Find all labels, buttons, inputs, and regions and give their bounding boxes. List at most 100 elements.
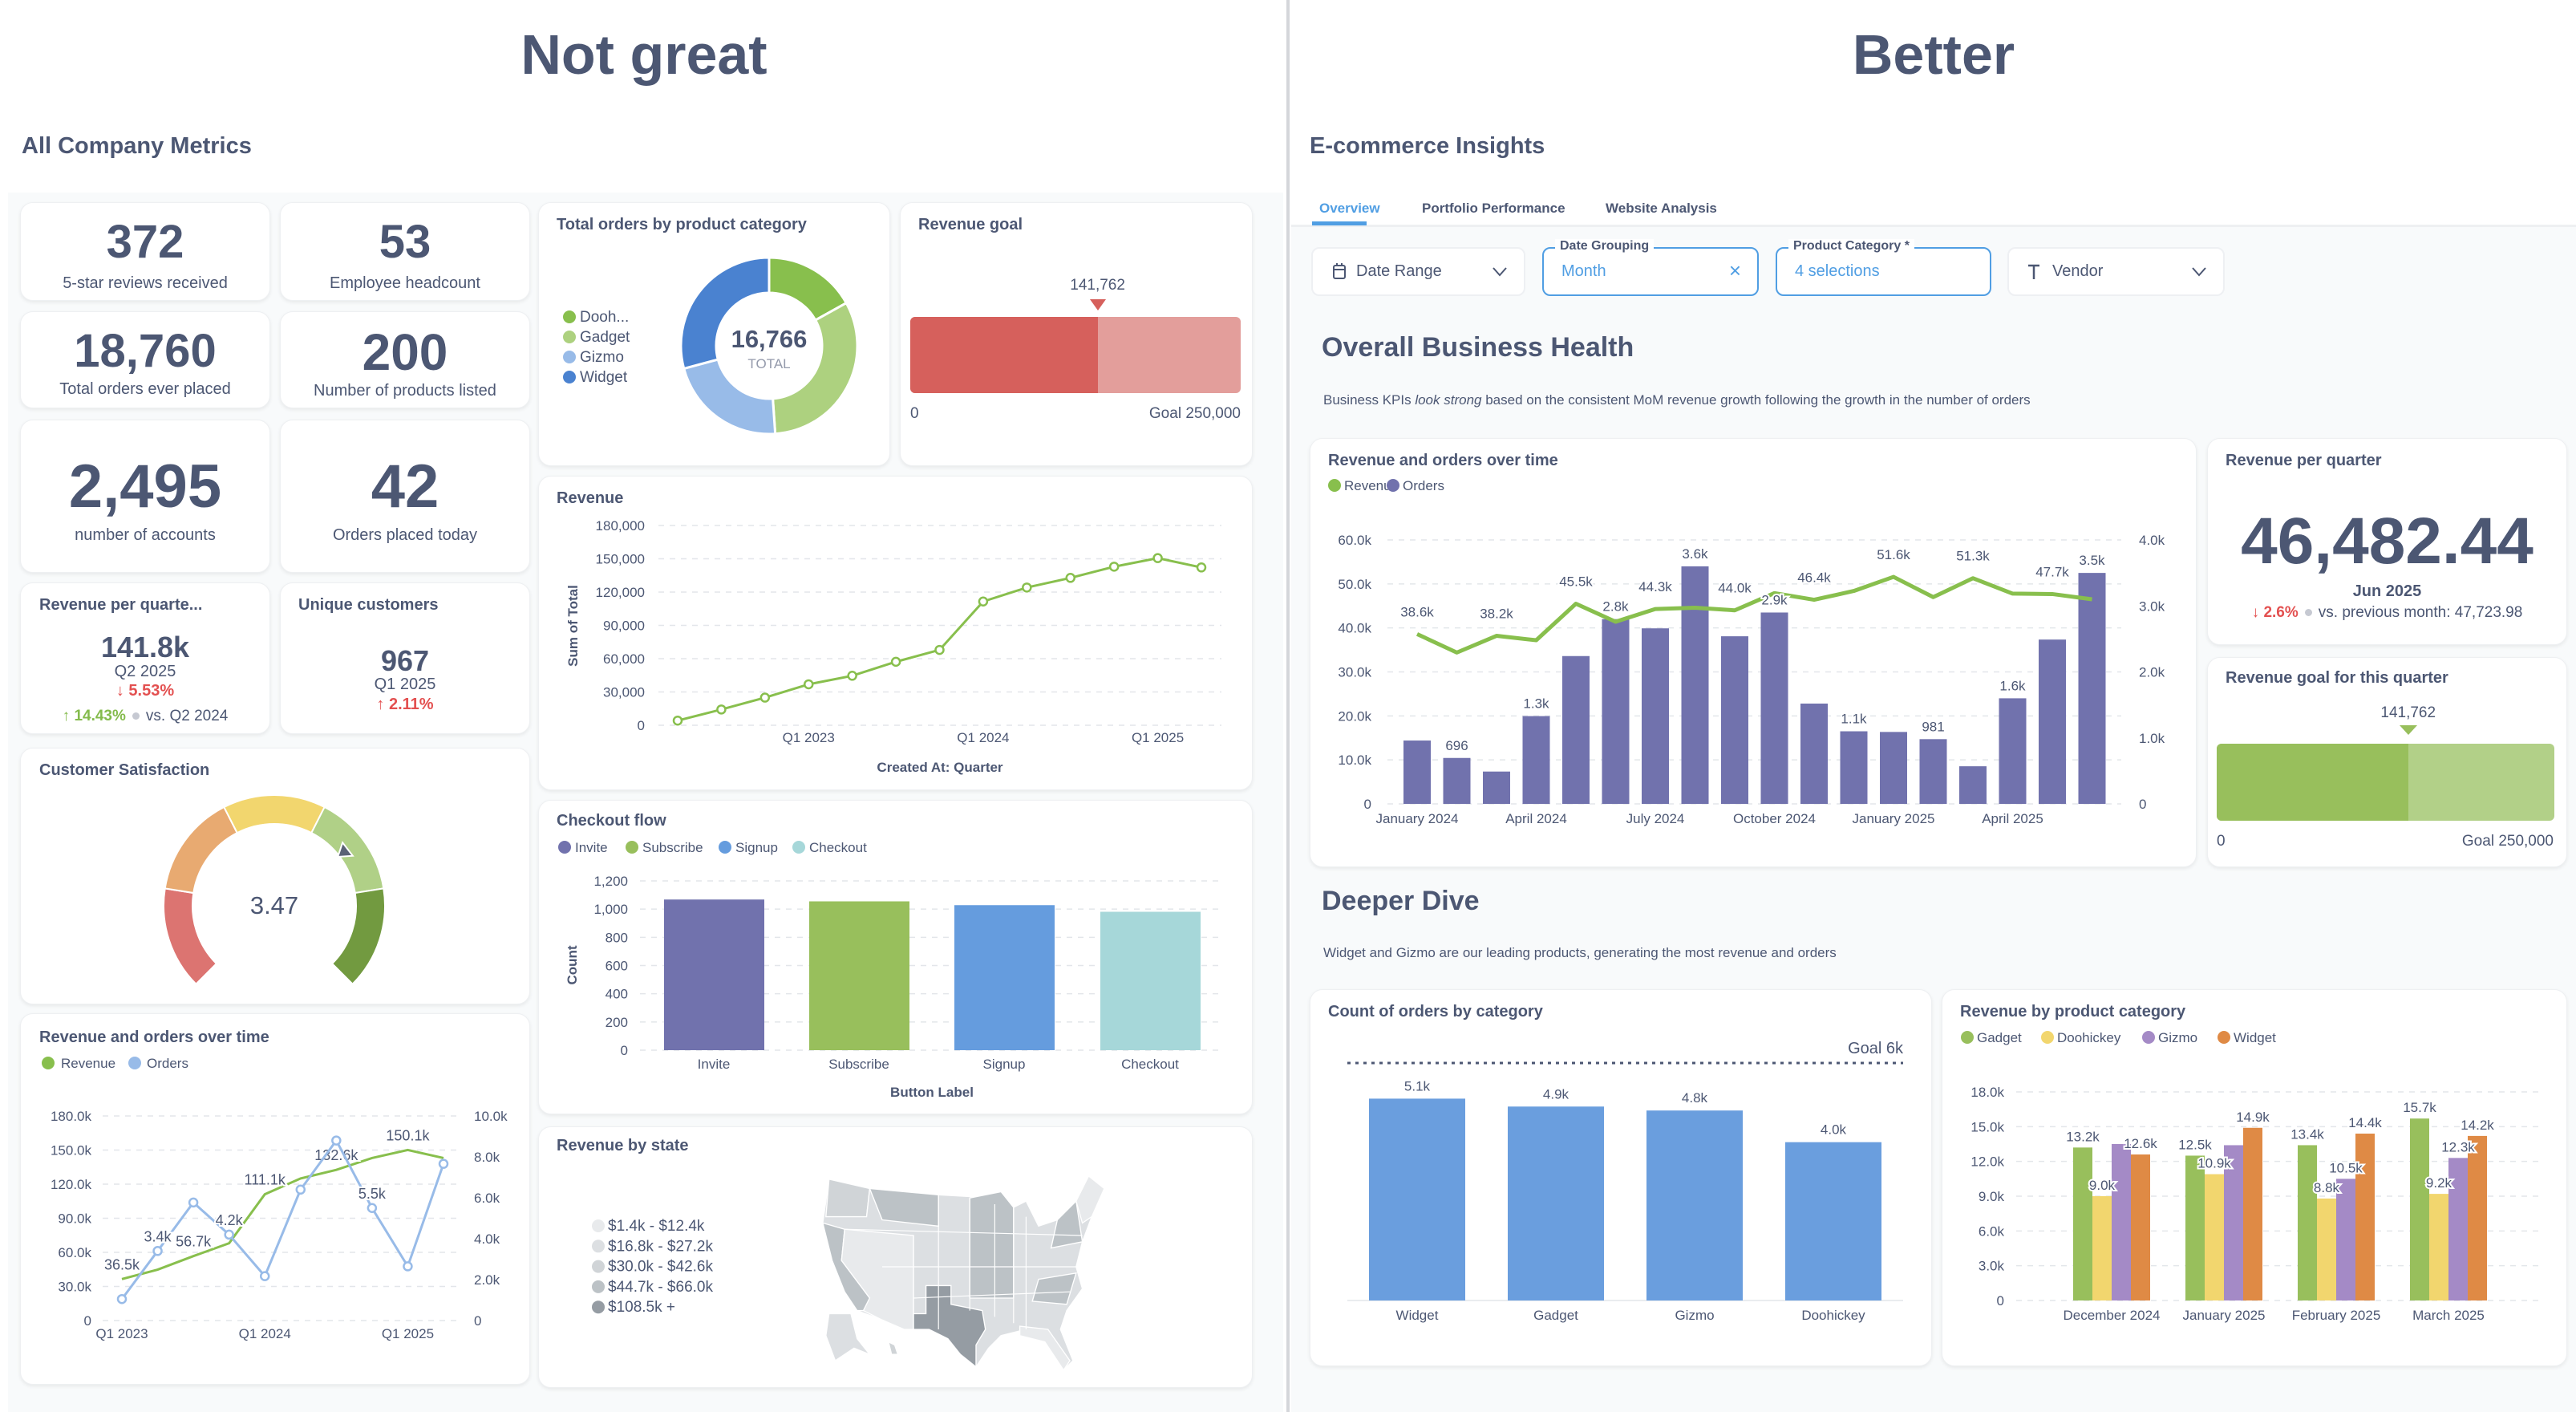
metric-value: 141.8k <box>100 631 190 663</box>
arrow-down-icon: ↓ <box>115 682 129 700</box>
card-title: Revenue goal for this quarter <box>2226 669 2448 687</box>
goal-progress-fill <box>910 317 1098 393</box>
unique-customers-card[interactable]: Unique customers 967 Q1 2025 ↑ 2.11% <box>280 582 530 734</box>
kpi-card-reviews[interactable]: 372 5-star reviews received <box>20 202 270 301</box>
arrow-down-icon: ↓ <box>2251 604 2264 621</box>
date-grouping-filter[interactable]: Date Grouping Month × <box>1542 239 1759 296</box>
kpi-label: Total orders ever placed <box>59 380 231 398</box>
goal-min-label: 0 <box>910 405 919 422</box>
kpi-card-headcount[interactable]: 53 Employee headcount <box>280 202 530 301</box>
goal-value-label: 141,762 <box>1070 277 1125 294</box>
kpi-label: 5-star reviews received <box>63 274 228 292</box>
card-title: Revenue per quarte... <box>39 596 203 614</box>
kpi-card-accounts[interactable]: 2,495 number of accounts <box>20 420 270 573</box>
arrow-up-icon: ↑ <box>62 708 75 724</box>
count-orders-card[interactable]: Count of orders by category <box>1310 989 1932 1366</box>
metric-period: Q2 2025 <box>114 663 176 680</box>
clear-icon[interactable]: × <box>1728 258 1741 282</box>
section-title-business-health: Overall Business Health <box>1322 332 1634 363</box>
comparison-label: vs. Q2 2024 <box>145 708 229 724</box>
kpi-value: 372 <box>106 216 184 268</box>
right-revenue-goal-card[interactable]: Revenue goal for this quarter 141,762 0 … <box>2207 657 2567 867</box>
chevron-down-icon <box>2192 267 2206 277</box>
comparison-label: vs. previous month: 47,723.98 <box>2318 604 2523 621</box>
goal-progress-bar <box>2217 744 2554 821</box>
kpi-card-total-orders[interactable]: 18,760 Total orders ever placed <box>20 311 270 408</box>
goal-min-label: 0 <box>2217 833 2226 850</box>
revenue-by-category-card[interactable]: Revenue by product category <box>1942 989 2567 1366</box>
tab-bar-border <box>1291 225 2576 227</box>
card-title: Checkout flow <box>557 812 666 830</box>
kpi-value: 2,495 <box>68 452 222 521</box>
filter-value: 4 selections <box>1795 262 1880 280</box>
card-title: Revenue by state <box>557 1137 689 1154</box>
vendor-filter[interactable]: Vendor <box>2007 247 2225 296</box>
filter-label: Product Category * <box>1788 239 1914 254</box>
section-description: Widget and Gizmo are our leading product… <box>1323 945 1837 960</box>
filter-label: Date Grouping <box>1555 239 1655 254</box>
card-title: Count of orders by category <box>1328 1003 1543 1020</box>
kpi-label: number of accounts <box>75 526 216 544</box>
card-title: Revenue and orders over time <box>1328 452 1558 469</box>
section-description: Business KPIs look strong based on the c… <box>1323 392 2031 408</box>
tab-website-analysis[interactable]: Website Analysis <box>1606 201 1717 216</box>
section-title-deeper-dive: Deeper Dive <box>1322 886 1480 916</box>
tab-overview[interactable]: Overview <box>1319 201 1380 216</box>
kpi-value: 42 <box>371 452 439 521</box>
orders-by-category-card[interactable]: Total orders by product category <box>538 202 890 466</box>
calendar-icon <box>1333 263 1346 279</box>
metric-comparison: ↑ 14.43% vs. Q2 2024 <box>21 708 269 724</box>
goal-progress-bar <box>910 317 1241 393</box>
kpi-value: 200 <box>362 323 448 381</box>
divider <box>1286 0 1290 1412</box>
kpi-value: 53 <box>379 216 431 268</box>
checkout-flow-card[interactable]: Checkout flow <box>538 800 1253 1114</box>
revenue-per-quarter-card[interactable]: Revenue per quarte... 141.8k Q2 2025 ↓ 5… <box>20 582 270 734</box>
desc-text: based on the consistent MoM revenue grow… <box>1481 392 2031 408</box>
separator-dot <box>132 712 140 720</box>
card-title: Revenue per quarter <box>2226 452 2382 469</box>
revenue-goal-card[interactable]: Revenue goal 141,762 0 Goal 250,000 <box>900 202 1253 466</box>
right-heading: Better <box>1852 23 2015 86</box>
metric-change: ↓ 5.53% <box>21 683 269 699</box>
date-range-filter[interactable]: Date Range <box>1311 247 1525 296</box>
right-revenue-orders-card[interactable]: Revenue and orders over time <box>1310 438 2197 867</box>
filter-value: Month <box>1561 262 1606 280</box>
metric-change: ↑ 2.11% <box>281 696 529 712</box>
filter-label: Date Range <box>1356 262 1442 280</box>
goal-marker-icon <box>2399 725 2417 735</box>
product-category-filter[interactable]: Product Category * 4 selections <box>1776 239 1991 296</box>
card-title: Customer Satisfaction <box>39 761 210 779</box>
revenue-by-state-card[interactable]: Revenue by state <box>538 1126 1253 1388</box>
customer-satisfaction-card[interactable]: Customer Satisfaction <box>20 748 530 1004</box>
goal-progress-fill <box>2217 744 2408 821</box>
right-revenue-per-quarter-card[interactable]: Revenue per quarter 46,482.44 Jun 2025 ↓… <box>2207 438 2567 645</box>
tab-portfolio-performance[interactable]: Portfolio Performance <box>1422 201 1565 216</box>
left-revenue-orders-card[interactable]: Revenue and orders over time <box>20 1013 530 1385</box>
desc-text: Business KPIs <box>1323 392 1416 408</box>
left-heading: Not great <box>520 23 768 86</box>
kpi-card-orders-today[interactable]: 42 Orders placed today <box>280 420 530 573</box>
desc-emphasis: look strong <box>1415 392 1482 408</box>
card-title: Revenue by product category <box>1960 1003 2186 1020</box>
kpi-label: Orders placed today <box>332 526 478 544</box>
kpi-card-products[interactable]: 200 Number of products listed <box>280 311 530 408</box>
metric-period: Q1 2025 <box>374 676 436 693</box>
revenue-line-card[interactable]: Revenue <box>538 476 1253 790</box>
text-type-icon <box>2028 264 2039 279</box>
metric-comparison: ↓ 2.6% vs. previous month: 47,723.98 <box>2208 605 2566 620</box>
metric-period: Jun 2025 <box>2352 582 2422 600</box>
goal-target-label: Goal 250,000 <box>2461 833 2554 850</box>
comparison-change: 14.43% <box>74 708 126 724</box>
change-value: 5.53% <box>128 682 175 700</box>
kpi-label: Number of products listed <box>314 382 496 400</box>
chevron-down-icon <box>1493 267 1507 277</box>
change-value: 2.6% <box>2263 604 2299 621</box>
separator-dot <box>2304 609 2312 617</box>
metric-value: 967 <box>380 644 430 677</box>
goal-marker-icon <box>1089 299 1106 310</box>
goal-value-label: 141,762 <box>2380 704 2436 721</box>
card-title: Total orders by product category <box>557 216 807 233</box>
tab-active-underline <box>1312 221 1367 225</box>
metric-value: 46,482.44 <box>2241 505 2533 578</box>
